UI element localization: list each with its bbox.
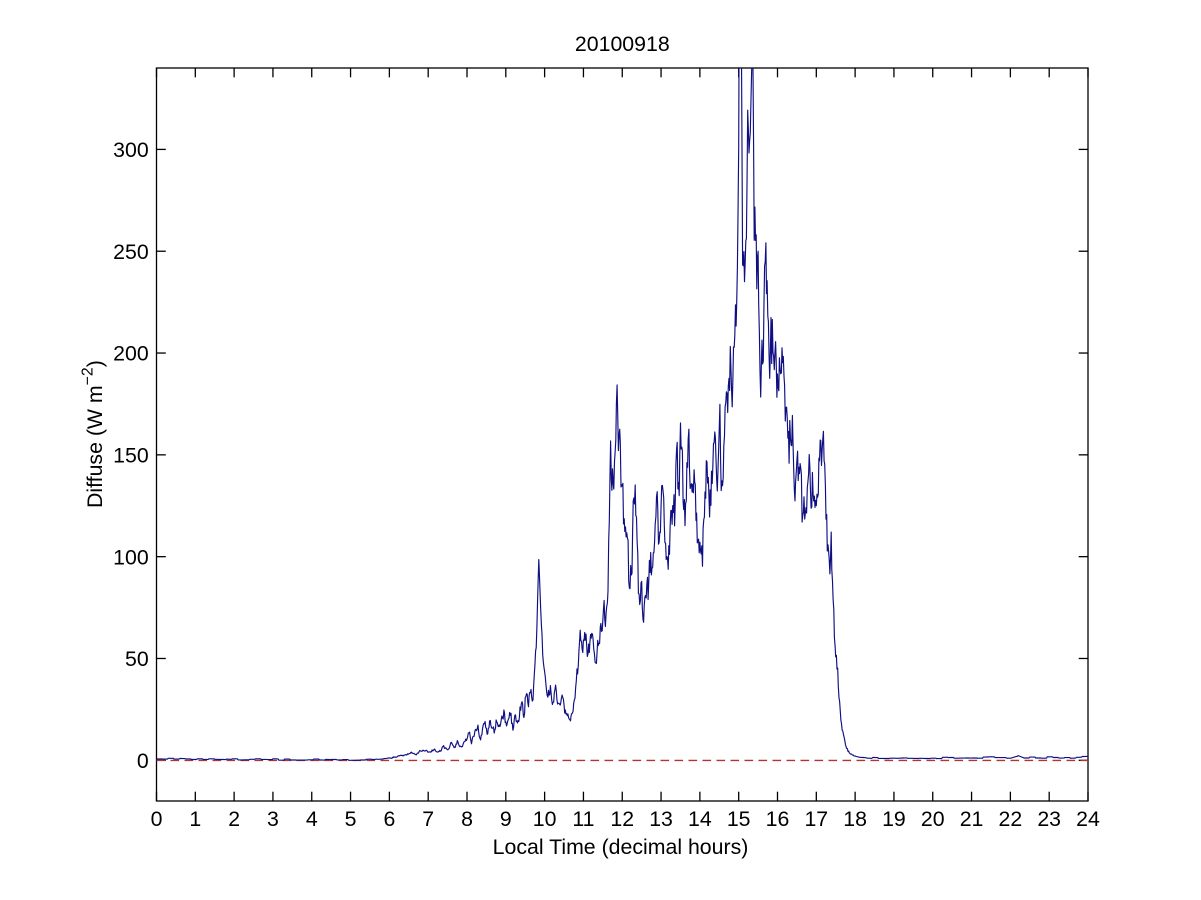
svg-text:13: 13 bbox=[649, 807, 673, 831]
svg-text:21: 21 bbox=[960, 807, 984, 831]
svg-text:16: 16 bbox=[766, 807, 790, 831]
svg-text:8: 8 bbox=[461, 807, 473, 831]
svg-text:5: 5 bbox=[345, 807, 357, 831]
svg-text:1: 1 bbox=[189, 807, 201, 831]
svg-text:10: 10 bbox=[533, 807, 557, 831]
svg-text:9: 9 bbox=[500, 807, 512, 831]
svg-text:20100918: 20100918 bbox=[575, 32, 670, 56]
svg-text:2: 2 bbox=[228, 807, 240, 831]
svg-text:18: 18 bbox=[843, 807, 867, 831]
svg-text:0: 0 bbox=[137, 749, 149, 773]
svg-text:19: 19 bbox=[882, 807, 906, 831]
svg-text:12: 12 bbox=[610, 807, 634, 831]
svg-text:300: 300 bbox=[113, 138, 149, 162]
svg-text:0: 0 bbox=[151, 807, 163, 831]
svg-text:4: 4 bbox=[306, 807, 318, 831]
svg-text:24: 24 bbox=[1076, 807, 1100, 831]
svg-text:7: 7 bbox=[422, 807, 434, 831]
svg-text:14: 14 bbox=[688, 807, 712, 831]
svg-text:11: 11 bbox=[572, 807, 594, 831]
svg-text:20: 20 bbox=[921, 807, 945, 831]
svg-text:3: 3 bbox=[267, 807, 279, 831]
svg-text:200: 200 bbox=[113, 342, 149, 366]
svg-text:23: 23 bbox=[1037, 807, 1061, 831]
svg-text:6: 6 bbox=[383, 807, 395, 831]
svg-text:50: 50 bbox=[125, 647, 149, 671]
svg-text:250: 250 bbox=[113, 240, 149, 264]
svg-text:100: 100 bbox=[113, 545, 149, 569]
svg-text:22: 22 bbox=[999, 807, 1023, 831]
svg-text:150: 150 bbox=[113, 444, 149, 468]
svg-text:17: 17 bbox=[804, 807, 828, 831]
svg-text:Local Time (decimal hours): Local Time (decimal hours) bbox=[493, 835, 749, 859]
svg-text:15: 15 bbox=[727, 807, 751, 831]
